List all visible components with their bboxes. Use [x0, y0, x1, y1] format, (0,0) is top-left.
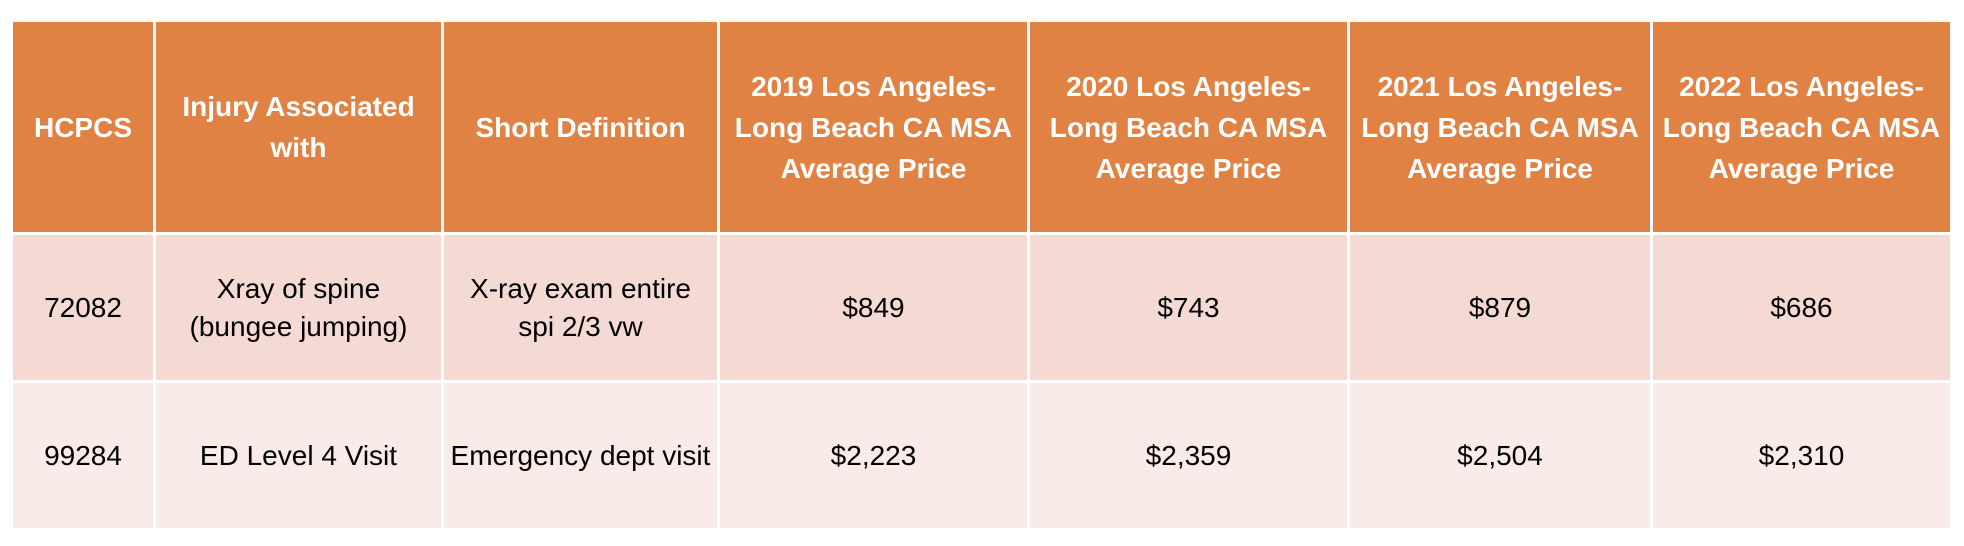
- price-table-container: HCPCS Injury Associated with Short Defin…: [10, 19, 1953, 531]
- cell-injury: ED Level 4 Visit: [153, 380, 444, 531]
- cell-short-definition: X-ray exam entire spi 2/3 vw: [441, 232, 720, 383]
- table-row: 99284 ED Level 4 Visit Emergency dept vi…: [10, 380, 1953, 531]
- price-table: HCPCS Injury Associated with Short Defin…: [10, 19, 1953, 531]
- cell-2022-price: $686: [1650, 232, 1953, 383]
- cell-short-definition: Emergency dept visit: [441, 380, 720, 531]
- cell-hcpcs: 72082: [10, 232, 156, 383]
- header-2020-price: 2020 Los Angeles-Long Beach CA MSA Avera…: [1027, 19, 1350, 235]
- cell-2020-price: $2,359: [1027, 380, 1350, 531]
- cell-2022-price: $2,310: [1650, 380, 1953, 531]
- cell-2019-price: $2,223: [717, 380, 1030, 531]
- header-row: HCPCS Injury Associated with Short Defin…: [10, 19, 1953, 235]
- cell-2021-price: $2,504: [1347, 380, 1653, 531]
- header-hcpcs: HCPCS: [10, 19, 156, 235]
- cell-2019-price: $849: [717, 232, 1030, 383]
- table-row: 72082 Xray of spine (bungee jumping) X-r…: [10, 232, 1953, 383]
- header-2021-price: 2021 Los Angeles-Long Beach CA MSA Avera…: [1347, 19, 1653, 235]
- cell-2020-price: $743: [1027, 232, 1350, 383]
- header-injury: Injury Associated with: [153, 19, 444, 235]
- cell-2021-price: $879: [1347, 232, 1653, 383]
- cell-hcpcs: 99284: [10, 380, 156, 531]
- header-2022-price: 2022 Los Angeles-Long Beach CA MSA Avera…: [1650, 19, 1953, 235]
- cell-injury: Xray of spine (bungee jumping): [153, 232, 444, 383]
- header-2019-price: 2019 Los Angeles-Long Beach CA MSA Avera…: [717, 19, 1030, 235]
- header-short-definition: Short Definition: [441, 19, 720, 235]
